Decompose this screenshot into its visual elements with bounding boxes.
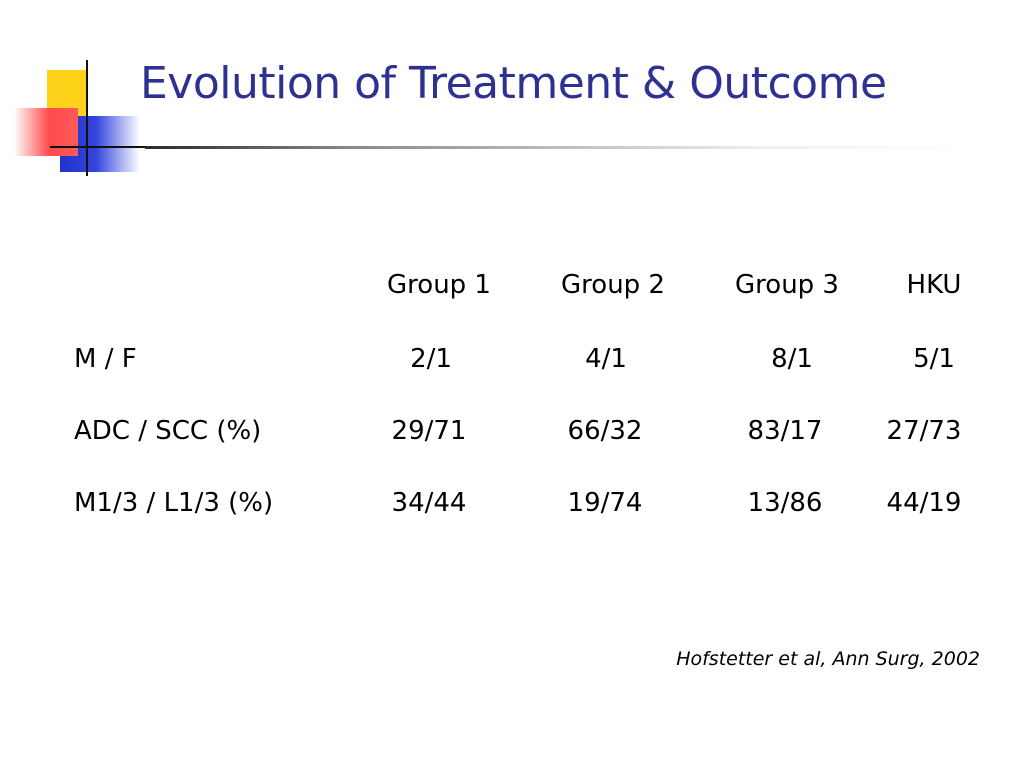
column-header-group-2: Group 2 — [561, 270, 665, 300]
table-cell: 13/86 — [747, 488, 823, 518]
table-cell: 27/73 — [886, 416, 962, 446]
citation: Hofstetter et al, Ann Surg, 2002 — [676, 648, 980, 670]
table-cell: 8/1 — [771, 344, 813, 374]
table-cell: 29/71 — [391, 416, 467, 446]
column-header-group-3: Group 3 — [735, 270, 839, 300]
slide-title: Evolution of Treatment & Outcome — [140, 58, 887, 109]
vertical-line-decoration — [86, 60, 88, 176]
red-square-decoration — [14, 108, 78, 156]
table-cell: 66/32 — [567, 416, 643, 446]
column-header-group-1: Group 1 — [387, 270, 491, 300]
row-label-tumor-location: M1/3 / L1/3 (%) — [74, 488, 274, 518]
table-cell: 5/1 — [913, 344, 955, 374]
row-label-histology: ADC / SCC (%) — [74, 416, 262, 446]
table-cell: 4/1 — [585, 344, 627, 374]
horizontal-line-decoration — [50, 146, 150, 148]
row-label-sex-ratio: M / F — [74, 344, 137, 374]
table-cell: 19/74 — [567, 488, 643, 518]
table-cell: 44/19 — [886, 488, 962, 518]
table-cell: 2/1 — [410, 344, 452, 374]
table-cell: 34/44 — [391, 488, 467, 518]
title-underline — [145, 146, 975, 149]
column-header-hku: HKU — [906, 270, 962, 300]
table-cell: 83/17 — [747, 416, 823, 446]
title-decoration — [0, 0, 200, 190]
